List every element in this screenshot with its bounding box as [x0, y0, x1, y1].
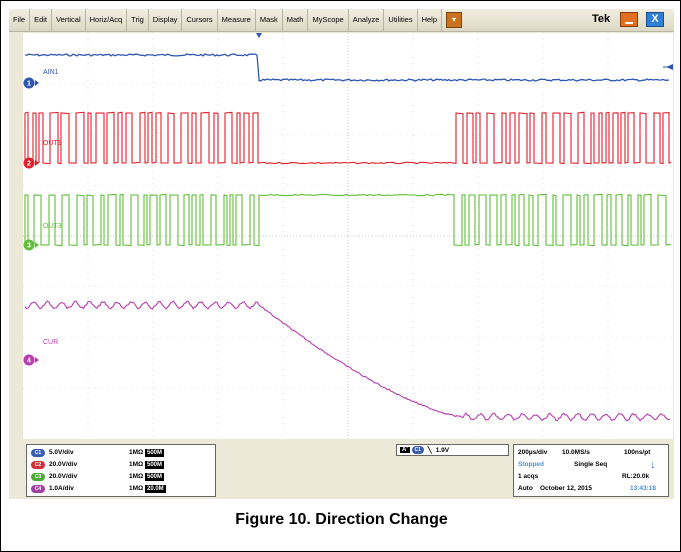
trace-label-cur: CUR [43, 339, 58, 346]
acquisition-count: 1 acqs [518, 473, 539, 480]
channel-scale-3: 20.0V/div [49, 473, 78, 480]
channel-row-1[interactable]: C1 5.0V/div 1MΩ 500M [31, 447, 165, 458]
dropdown-arrow-icon[interactable]: ▾ [446, 12, 463, 28]
trace-out3 [24, 193, 672, 247]
trace-cur [24, 300, 671, 422]
falling-edge-icon: ╲ [427, 447, 432, 454]
oscilloscope-window: File Edit Vertical Horiz/Acq Trig Displa… [9, 9, 674, 499]
channel-marker-1: 1 [23, 77, 39, 89]
menu-mask[interactable]: Mask [256, 9, 283, 31]
menu-edit[interactable]: Edit [30, 9, 53, 31]
trace-ain1 [24, 53, 670, 82]
run-state: Stopped [518, 461, 544, 468]
trigger-source-badge: C1 [411, 446, 424, 454]
sample-rate: 10.0MS/s [562, 449, 590, 456]
menu-horiz-acq[interactable]: Horiz/Acq [86, 9, 128, 31]
menu-bar: File Edit Vertical Horiz/Acq Trig Displa… [9, 9, 674, 32]
menu-measure[interactable]: Measure [218, 9, 256, 31]
menu-myscope[interactable]: MyScope [308, 9, 349, 31]
status-bar: C1 5.0V/div 1MΩ 500M C2 20.0V/div 1MΩ 50… [9, 442, 674, 499]
trigger-level: 1.9V [435, 446, 450, 454]
channel-row-3[interactable]: C3 20.0V/div 1MΩ 500M [31, 471, 165, 482]
trigger-position-marker [256, 33, 262, 38]
menu-help[interactable]: Help [418, 9, 443, 31]
down-arrow-icon: ↓ [650, 459, 656, 471]
svg-text:4: 4 [27, 358, 31, 365]
resolution: 100ns/pt [624, 449, 651, 456]
channel-bandwidth-2: 500M [145, 460, 165, 469]
channel-marker-3: 3 [23, 239, 39, 251]
record-length: RL:20.0k [622, 473, 650, 480]
acquisition-panel[interactable]: 200µs/div 10.0MS/s 100ns/pt Stopped Sing… [513, 444, 669, 497]
channel-impedance-4: 1MΩ [129, 485, 144, 492]
date: October 12, 2015 [540, 485, 593, 492]
minimize-button[interactable] [620, 12, 638, 27]
menu-utilities[interactable]: Utilities [384, 9, 418, 31]
acquisition-mode: Single Seq [574, 461, 608, 468]
channel-markers: 1 2 3 4 [23, 33, 673, 366]
trigger-mode: A' [400, 447, 410, 453]
svg-text:2: 2 [27, 161, 31, 168]
horizontal-scale: 200µs/div [518, 449, 548, 456]
menu-cursors[interactable]: Cursors [182, 9, 218, 31]
channel-bandwidth-3: 500M [145, 472, 165, 481]
menu-vertical[interactable]: Vertical [52, 9, 86, 31]
menu-trig[interactable]: Trig [127, 9, 149, 31]
figure-caption: Figure 10. Direction Change [235, 511, 448, 528]
channel-impedance-3: 1MΩ [129, 473, 144, 480]
waveform-display[interactable]: 1 2 3 4 AIN1 OUT1 OUT3 CUR [23, 33, 673, 439]
time: 13:43:18 [630, 485, 657, 492]
trace-label-out1: OUT1 [43, 140, 62, 147]
brand-logo: Tek [592, 13, 611, 25]
channel-row-2[interactable]: C2 20.0V/div 1MΩ 500M [31, 459, 165, 470]
svg-text:1: 1 [27, 81, 31, 88]
channel-bandwidth-1: 500M [145, 448, 165, 457]
svg-text:3: 3 [27, 243, 31, 250]
channel-badge-4[interactable]: C4 [31, 484, 45, 493]
waveform-traces [24, 53, 672, 422]
channel-marker-4: 4 [23, 354, 39, 366]
minimize-icon [625, 22, 633, 24]
channel-scale-4: 1.0A/div [49, 485, 74, 492]
menu-file[interactable]: File [9, 9, 31, 31]
channel-row-4[interactable]: C4 1.0A/div 1MΩ 20.0M [31, 483, 166, 494]
trace-label-out3: OUT3 [43, 223, 62, 230]
channel-badge-3[interactable]: C3 [31, 472, 45, 481]
channel-badge-1[interactable]: C1 [31, 448, 45, 457]
menu-display[interactable]: Display [149, 9, 183, 31]
channel-scale-2: 20.0V/div [49, 461, 78, 468]
trace-out1 [24, 111, 672, 165]
trigger-panel[interactable]: A' C1 ╲ 1.9V [396, 444, 509, 456]
channel-settings-panel[interactable]: C1 5.0V/div 1MΩ 500M C2 20.0V/div 1MΩ 50… [26, 444, 216, 497]
menu-math[interactable]: Math [283, 9, 309, 31]
close-button[interactable]: X [646, 12, 664, 27]
channel-scale-1: 5.0V/div [49, 449, 74, 456]
menu-analyze[interactable]: Analyze [349, 9, 385, 31]
channel-impedance-1: 1MΩ [129, 449, 144, 456]
trigger-auto: Auto [518, 485, 533, 492]
channel-impedance-2: 1MΩ [129, 461, 144, 468]
channel-marker-2: 2 [23, 157, 39, 169]
trace-label-ain1: AIN1 [43, 69, 59, 76]
channel-badge-2[interactable]: C2 [31, 460, 45, 469]
channel-bandwidth-4: 20.0M [145, 484, 166, 493]
